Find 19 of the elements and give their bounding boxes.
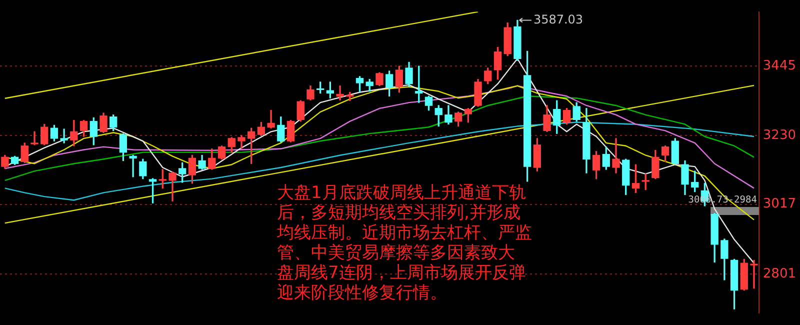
y-tick-label: 2801 bbox=[762, 266, 796, 282]
y-tick-label: 3445 bbox=[762, 58, 796, 74]
annotation: 后，多短期均线空头排列,并形成 bbox=[277, 203, 522, 223]
candlestick bbox=[612, 138, 620, 174]
candlestick bbox=[750, 260, 758, 289]
annotation: 迎来阶段性修复行情。 bbox=[277, 283, 448, 303]
annotation: 管、中美贸易摩擦等多因素致大 bbox=[277, 243, 516, 263]
candlestick bbox=[129, 154, 137, 178]
candlestick bbox=[30, 131, 38, 146]
annotation: 均线压制。近期市场去杠杆、严监 bbox=[277, 223, 532, 243]
annotation: 盘周线7连阴，上周市场展开反弹 bbox=[277, 263, 527, 283]
annotation: 大盘1月底跌破周线上升通道下轨 bbox=[277, 183, 527, 203]
candlestick bbox=[336, 85, 344, 100]
y-tick-label: 3017 bbox=[762, 196, 796, 212]
candlestick bbox=[60, 128, 68, 144]
candlestick bbox=[642, 174, 650, 190]
annotation: 3587.03 bbox=[533, 12, 584, 26]
y-tick-label: 3230 bbox=[762, 128, 796, 143]
candlestick bbox=[267, 110, 275, 128]
